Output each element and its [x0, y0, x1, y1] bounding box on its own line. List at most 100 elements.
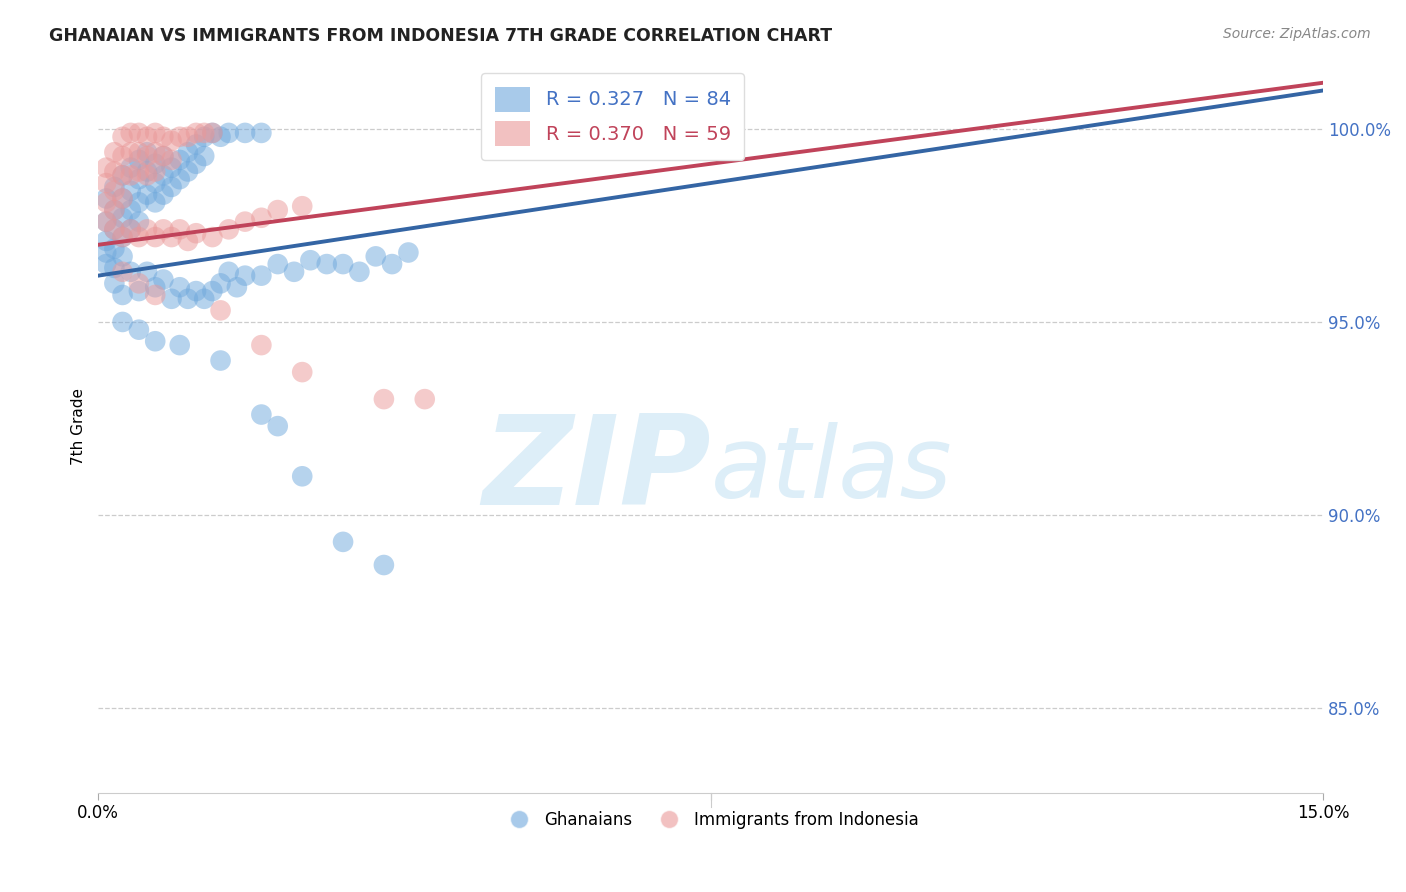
Point: [152, 149, 174, 163]
Point: [143, 195, 166, 210]
Point: [120, 222, 142, 236]
Point: [103, 222, 125, 236]
Point: [291, 469, 314, 483]
Point: [250, 211, 273, 225]
Point: [201, 126, 224, 140]
Point: [373, 558, 395, 572]
Point: [120, 203, 142, 218]
Point: [201, 284, 224, 298]
Point: [250, 338, 273, 352]
Point: [332, 534, 354, 549]
Point: [299, 253, 322, 268]
Point: [218, 265, 240, 279]
Point: [152, 222, 174, 236]
Point: [103, 242, 125, 256]
Legend: Ghanaians, Immigrants from Indonesia: Ghanaians, Immigrants from Indonesia: [496, 805, 925, 836]
Point: [128, 145, 150, 160]
Point: [160, 292, 183, 306]
Point: [96, 234, 118, 248]
Point: [184, 284, 207, 298]
Point: [225, 280, 247, 294]
Point: [103, 164, 125, 178]
Point: [128, 195, 150, 210]
Point: [152, 169, 174, 183]
Point: [193, 129, 215, 144]
Point: [373, 392, 395, 406]
Point: [160, 153, 183, 167]
Point: [160, 134, 183, 148]
Point: [143, 145, 166, 160]
Point: [160, 230, 183, 244]
Point: [201, 126, 224, 140]
Point: [128, 153, 150, 167]
Point: [136, 129, 159, 144]
Point: [201, 230, 224, 244]
Point: [103, 145, 125, 160]
Point: [250, 268, 273, 283]
Point: [96, 214, 118, 228]
Point: [184, 157, 207, 171]
Point: [209, 353, 232, 368]
Point: [128, 323, 150, 337]
Text: ZIP: ZIP: [482, 409, 710, 531]
Point: [177, 292, 200, 306]
Point: [111, 315, 134, 329]
Point: [315, 257, 337, 271]
Point: [143, 164, 166, 178]
Point: [160, 180, 183, 194]
Point: [250, 126, 273, 140]
Point: [111, 230, 134, 244]
Point: [152, 149, 174, 163]
Point: [103, 203, 125, 218]
Text: Source: ZipAtlas.com: Source: ZipAtlas.com: [1223, 27, 1371, 41]
Point: [283, 265, 305, 279]
Point: [218, 222, 240, 236]
Text: GHANAIAN VS IMMIGRANTS FROM INDONESIA 7TH GRADE CORRELATION CHART: GHANAIAN VS IMMIGRANTS FROM INDONESIA 7T…: [49, 27, 832, 45]
Point: [103, 222, 125, 236]
Point: [413, 392, 436, 406]
Point: [103, 184, 125, 198]
Point: [96, 245, 118, 260]
Point: [120, 169, 142, 183]
Point: [96, 214, 118, 228]
Point: [111, 230, 134, 244]
Point: [120, 222, 142, 236]
Point: [143, 176, 166, 190]
Point: [96, 195, 118, 210]
Point: [136, 169, 159, 183]
Point: [103, 203, 125, 218]
Point: [169, 172, 191, 186]
Point: [152, 187, 174, 202]
Point: [193, 126, 215, 140]
Point: [136, 187, 159, 202]
Point: [96, 192, 118, 206]
Point: [111, 149, 134, 163]
Point: [111, 265, 134, 279]
Point: [184, 226, 207, 240]
Point: [111, 288, 134, 302]
Point: [209, 277, 232, 291]
Point: [120, 184, 142, 198]
Point: [291, 199, 314, 213]
Point: [128, 164, 150, 178]
Point: [291, 365, 314, 379]
Point: [120, 126, 142, 140]
Point: [250, 408, 273, 422]
Point: [96, 161, 118, 175]
Point: [128, 284, 150, 298]
Point: [111, 192, 134, 206]
Point: [143, 157, 166, 171]
Point: [103, 277, 125, 291]
Point: [103, 180, 125, 194]
Point: [128, 126, 150, 140]
Point: [218, 126, 240, 140]
Point: [136, 265, 159, 279]
Point: [103, 260, 125, 275]
Point: [128, 172, 150, 186]
Point: [381, 257, 404, 271]
Point: [233, 214, 256, 228]
Point: [152, 129, 174, 144]
Point: [111, 249, 134, 263]
Point: [128, 214, 150, 228]
Point: [233, 268, 256, 283]
